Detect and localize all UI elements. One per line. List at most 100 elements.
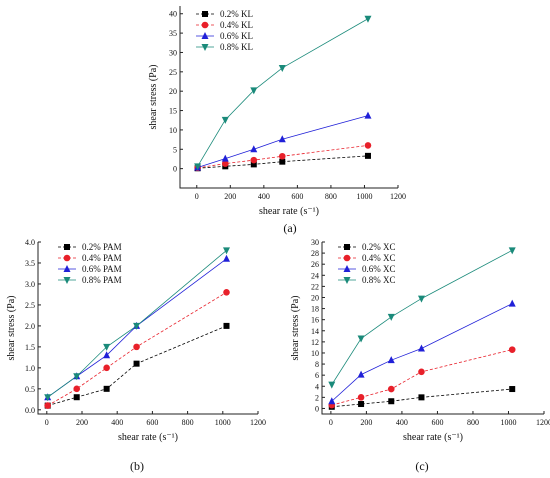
x-tick-label: 800	[325, 192, 337, 201]
data-point-0-8-kl	[194, 163, 202, 171]
legend-marker	[344, 244, 350, 250]
panel-b: 0 200 400 600 800 1000 1200 0.0 0.5 1.0 1.5 2.0 2.5 3…	[6, 238, 266, 473]
x-tick-label: 1200	[250, 418, 266, 427]
x-axis-label: shear rate (s⁻¹)	[259, 206, 319, 217]
y-tick-label: 1.0	[25, 364, 35, 373]
data-point-0-4-xc	[508, 346, 516, 353]
axes-frame	[37, 242, 258, 415]
x-tick-label: 1000	[356, 192, 372, 201]
y-tick-label: 40	[169, 10, 177, 19]
x-tick-label: 0	[329, 418, 333, 427]
y-tick-label: 35	[169, 29, 177, 38]
x-tick-label: 800	[467, 418, 479, 427]
data-point-0-4-pam	[44, 402, 51, 409]
y-tick-label: 2	[315, 393, 319, 402]
x-tick-label: 200	[224, 192, 236, 201]
y-tick-label: 14	[311, 327, 319, 336]
legend-marker	[64, 244, 70, 250]
data-point-0-8-kl	[221, 116, 229, 124]
panel-c: 0 200 400 600 800 1000 12000246810121416182022…	[290, 238, 550, 473]
y-tick-label: 15	[169, 107, 177, 116]
y-tick-label: 0	[173, 165, 177, 174]
data-point-0-4-kl	[278, 152, 286, 160]
y-tick-label: 2.5	[25, 301, 35, 310]
data-point-0-2-kl	[250, 161, 257, 168]
y-tick-label: 0	[315, 404, 319, 413]
data-point-0-8-xc	[357, 335, 365, 343]
data-point-0-8-xc	[417, 295, 425, 303]
y-axis-label: shear stress (Pa)	[148, 65, 159, 130]
x-tick-label: 400	[111, 418, 123, 427]
y-tick-label: 4	[315, 382, 319, 391]
legend-label: 0.8% PAM	[82, 275, 122, 285]
data-point-0-2-pam	[103, 385, 110, 392]
y-tick-label: 24	[311, 271, 319, 280]
legend-marker	[201, 21, 209, 29]
x-tick-label: 200	[76, 418, 88, 427]
data-point-0-4-kl	[221, 160, 229, 167]
data-point-0-6-pam	[103, 351, 111, 359]
legend-marker	[343, 277, 351, 284]
x-tick-label: 1200	[390, 192, 406, 201]
data-point-0-8-kl	[364, 15, 372, 23]
y-tick-label: 16	[311, 316, 319, 325]
y-tick-label: 8	[315, 360, 319, 369]
legend-marker	[63, 277, 71, 284]
y-tick-label: 3.5	[25, 259, 35, 268]
data-point-0-8-xc	[387, 313, 395, 321]
legend-marker	[63, 265, 71, 272]
y-tick-label: 3.0	[25, 280, 35, 289]
data-point-0-4-pam	[133, 343, 140, 351]
data-point-0-2-pam	[73, 394, 80, 401]
data-point-0-6-kl	[364, 111, 372, 119]
legend-label: 0.4% XC	[362, 253, 396, 263]
data-point-0-6-xc	[417, 344, 425, 352]
data-point-0-4-pam	[73, 385, 81, 393]
legend-marker	[201, 32, 209, 39]
data-point-0-6-kl	[221, 154, 229, 162]
data-point-0-8-pam	[222, 247, 230, 255]
data-point-0-2-xc	[509, 386, 516, 393]
x-tick-label: 600	[431, 418, 443, 427]
data-point-0-2-pam	[223, 322, 230, 329]
legend-label: 0.6% PAM	[82, 264, 122, 274]
data-point-0-6-xc	[387, 356, 395, 364]
x-tick-label: 400	[396, 418, 408, 427]
data-point-0-8-xc	[508, 247, 516, 255]
panel-label: (c)	[415, 459, 428, 473]
y-tick-label: 20	[169, 87, 177, 96]
legend-label: 0.8% KL	[220, 42, 253, 52]
data-point-0-2-xc	[388, 398, 395, 405]
y-tick-label: 28	[311, 249, 319, 258]
x-tick-label: 600	[146, 418, 158, 427]
y-tick-label: 12	[311, 338, 319, 347]
axes-frame	[321, 242, 544, 415]
x-tick-label: 0	[195, 192, 199, 201]
legend-label: 0.6% KL	[220, 31, 253, 41]
x-axis-label: shear rate (s⁻¹)	[118, 432, 178, 443]
x-tick-label: 400	[258, 192, 270, 201]
y-tick-label: 25	[169, 68, 177, 77]
data-point-0-8-pam	[44, 394, 52, 402]
y-tick-label: 5	[173, 145, 177, 154]
x-tick-label: 1200	[536, 418, 550, 427]
y-tick-label: 30	[311, 238, 319, 247]
panel-label: (b)	[130, 459, 144, 473]
x-tick-label: 0	[45, 418, 49, 427]
axes-frame	[179, 6, 398, 189]
y-tick-label: 26	[311, 260, 319, 269]
y-tick-label: 0.0	[25, 406, 35, 415]
x-tick-label: 1000	[215, 418, 231, 427]
data-point-0-6-xc	[508, 299, 516, 307]
data-point-0-6-kl	[278, 135, 286, 143]
data-point-0-4-pam	[223, 289, 230, 296]
y-axis-label: shear stress (Pa)	[6, 296, 17, 361]
data-point-0-8-xc	[328, 381, 336, 389]
legend-marker	[202, 11, 208, 17]
y-tick-label: 1.5	[25, 343, 35, 352]
data-point-0-8-kl	[278, 64, 286, 72]
data-point-0-8-pam	[73, 373, 81, 381]
y-tick-label: 20	[311, 293, 319, 302]
data-point-0-4-pam	[103, 364, 110, 372]
legend-label: 0.4% PAM	[82, 253, 122, 263]
